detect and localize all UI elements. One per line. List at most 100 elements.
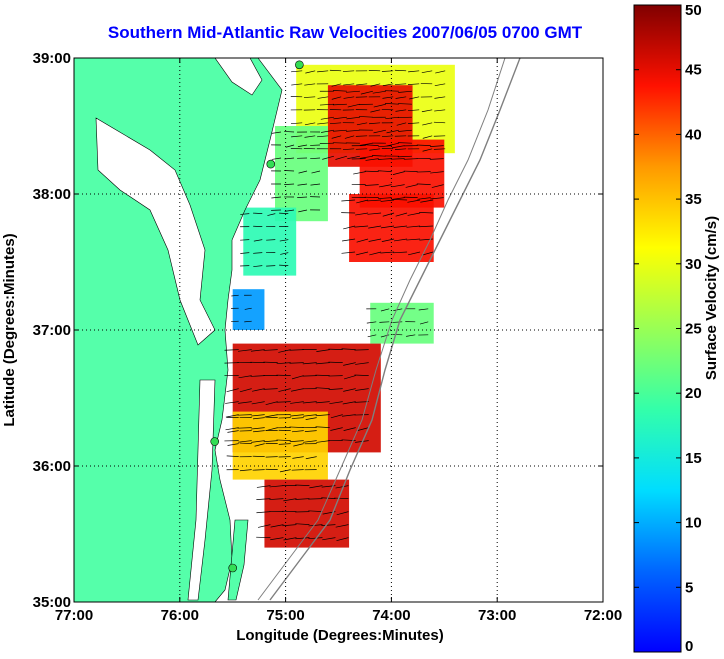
velocity-arrow xyxy=(227,443,239,446)
velocity-arrow xyxy=(315,414,330,417)
velocity-arrow xyxy=(354,225,369,228)
velocity-arrow xyxy=(284,131,295,133)
station-marker-3 xyxy=(228,563,237,573)
velocity-arrow xyxy=(393,238,408,242)
velocity-arrow xyxy=(267,213,276,216)
bathymetry-contour-1 xyxy=(269,58,521,601)
velocity-arrow xyxy=(310,183,321,186)
velocity-arrow xyxy=(373,103,386,108)
x-tick-label: 73:00 xyxy=(478,607,516,624)
velocity-arrow xyxy=(291,417,304,419)
velocity-arrow xyxy=(284,183,295,185)
velocity-arrow xyxy=(368,238,382,242)
velocity-arrow xyxy=(335,155,348,160)
velocity-arrow xyxy=(342,401,356,405)
velocity-arrow xyxy=(421,70,433,74)
velocity-arrow xyxy=(419,321,429,325)
velocity-arrow xyxy=(406,334,416,337)
velocity-arrow xyxy=(341,199,356,202)
y-axis-ticks: 35:00 36:00 37:00 38:00 39:00 xyxy=(33,50,603,611)
velocity-arrow xyxy=(269,498,284,500)
velocity-arrow xyxy=(356,238,369,243)
velocity-arrow xyxy=(382,96,394,99)
velocity-arrow xyxy=(382,212,395,217)
velocity-arrow xyxy=(355,148,368,150)
velocity-arrow xyxy=(356,427,369,432)
velocity-arrow xyxy=(237,427,252,429)
velocity-arrow xyxy=(407,212,421,216)
velocity-arrow xyxy=(403,170,418,172)
velocity-arrow xyxy=(298,209,308,213)
velocity-arrow xyxy=(304,430,317,432)
pamlico-sound xyxy=(187,379,216,601)
velocity-arrow xyxy=(316,349,330,352)
velocity-arrow xyxy=(276,362,291,365)
velocity-arrow xyxy=(319,103,334,106)
velocity-arrow xyxy=(263,361,278,363)
velocity-arrow xyxy=(370,83,381,87)
velocity-arrow xyxy=(396,122,407,126)
velocity-arrow xyxy=(333,129,347,132)
velocity-arrow xyxy=(405,184,418,188)
velocity-arrow xyxy=(356,199,369,204)
velocity-arrow xyxy=(297,196,308,198)
velocity-arrow xyxy=(377,170,392,172)
velocity-arrow xyxy=(382,83,394,87)
velocity-arrow xyxy=(329,69,342,72)
velocity-arrow xyxy=(283,537,297,541)
velocity-arrow xyxy=(238,375,252,379)
velocity-region-9 xyxy=(232,411,328,480)
velocity-arrow xyxy=(380,251,395,254)
velocity-arrow xyxy=(380,308,390,312)
velocity-arrow xyxy=(417,197,431,200)
velocity-arrow xyxy=(342,238,356,242)
velocity-arrow xyxy=(291,469,304,471)
velocity-arrow xyxy=(253,252,263,254)
velocity-arrow xyxy=(225,414,239,418)
velocity-arrow xyxy=(238,349,252,352)
velocity-arrow xyxy=(393,225,408,228)
velocity-arrow xyxy=(434,109,446,112)
velocity-arrow xyxy=(282,524,297,527)
velocity-arrow xyxy=(289,414,304,417)
delaware-bay xyxy=(214,58,263,96)
velocity-arrow xyxy=(240,213,250,215)
colorbar-tick-label: 30 xyxy=(685,256,702,273)
velocity-arrow xyxy=(392,321,403,323)
velocity-arrow xyxy=(378,184,392,188)
velocity-arrow xyxy=(315,362,330,365)
velocity-arrow xyxy=(297,183,308,186)
velocity-arrow xyxy=(378,145,392,148)
colorbar-tick-label: 40 xyxy=(685,126,702,143)
velocity-arrow xyxy=(311,170,321,174)
velocity-arrow xyxy=(393,199,408,201)
velocity-arrow xyxy=(278,388,291,392)
velocity-arrow xyxy=(398,129,412,132)
velocity-arrow xyxy=(257,524,271,528)
velocity-arrow xyxy=(377,158,392,160)
colorbar-tick-label: 20 xyxy=(685,385,702,402)
velocity-arrow xyxy=(295,498,310,500)
velocity-arrow xyxy=(231,294,239,297)
velocity-arrow xyxy=(315,401,330,404)
velocity-arrow xyxy=(291,375,304,380)
velocity-arrow xyxy=(369,148,381,151)
velocity-arrow xyxy=(224,362,239,364)
velocity-arrow xyxy=(365,158,379,161)
velocity-arrow xyxy=(395,96,407,99)
velocity-arrow xyxy=(369,251,382,256)
velocity-arrow xyxy=(418,308,429,311)
velocity-arrow xyxy=(429,158,444,160)
velocity-arrow xyxy=(335,485,349,489)
velocity-arrow xyxy=(290,401,304,404)
velocity-arrow xyxy=(343,83,355,86)
velocity-arrow xyxy=(304,83,316,86)
station-marker-0 xyxy=(295,60,304,70)
velocity-arrow xyxy=(355,135,368,137)
velocity-arrow xyxy=(239,469,252,472)
velocity-arrow xyxy=(252,417,265,420)
velocity-arrow xyxy=(250,375,265,377)
velocity-arrow xyxy=(291,430,304,433)
velocity-arrow xyxy=(407,83,420,85)
